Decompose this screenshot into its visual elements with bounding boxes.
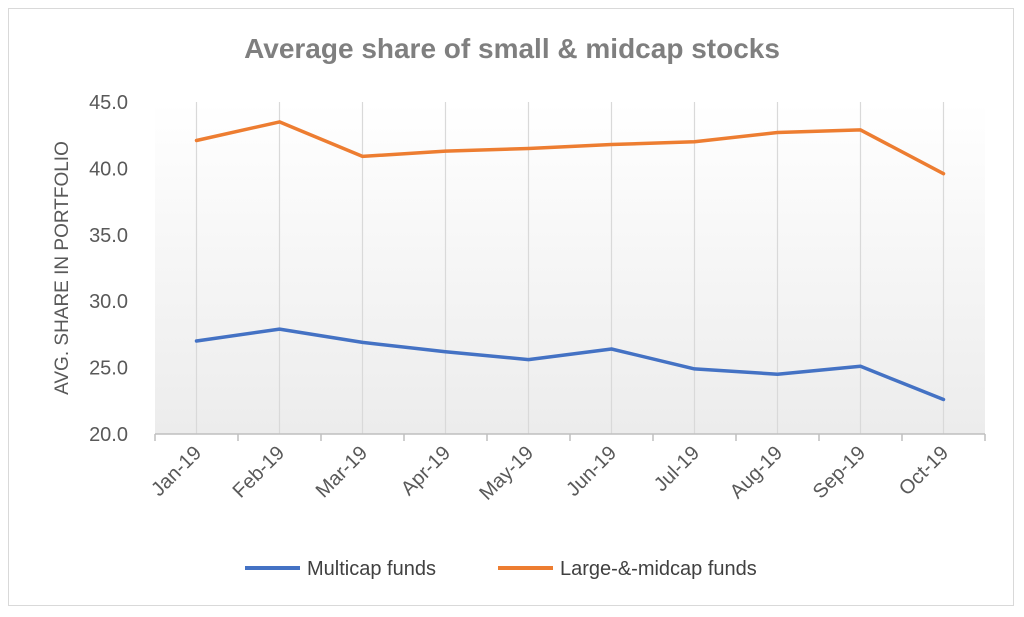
series-line-2	[194, 120, 946, 176]
x-tick-label: Aug-19	[726, 442, 787, 503]
legend-label: Multicap funds	[307, 558, 436, 580]
x-tick-label: May-19	[475, 442, 538, 505]
x-tick-label: Jul-19	[650, 442, 704, 496]
y-tick-label: 25.0	[89, 358, 128, 380]
series-line-1	[194, 327, 946, 402]
y-tick-label: 45.0	[89, 92, 128, 114]
x-tick-label: Feb-19	[229, 442, 289, 502]
x-tick-label: Oct-19	[895, 442, 953, 500]
legend-label: Large-&-midcap funds	[560, 558, 757, 580]
gridlines	[195, 102, 945, 434]
y-tick-label: 20.0	[89, 424, 128, 446]
legend: Multicap funds Large-&-midcap funds	[245, 558, 757, 580]
x-tick-label: Jan-19	[147, 442, 206, 501]
x-tick-label: Mar-19	[312, 442, 372, 502]
plot-area	[155, 102, 985, 434]
chart-title: Average share of small & midcap stocks	[244, 33, 780, 64]
x-tick-label: Sep-19	[809, 442, 870, 503]
axes	[154, 433, 986, 441]
y-tick-label: 30.0	[89, 291, 128, 313]
y-axis-title: AVG. SHARE IN PORTFOLIO	[52, 141, 73, 395]
y-tick-label: 40.0	[89, 158, 128, 180]
x-tick-labels: Jan-19 Feb-19 Mar-19 Apr-19 May-19 Jun-19 Jul-…	[147, 442, 953, 505]
y-tick-label: 35.0	[89, 225, 128, 247]
x-tick-label: Jun-19	[562, 442, 621, 501]
y-tick-labels: 20.0 25.0 30.0 35.0 40.0 45.0	[89, 92, 128, 446]
series-lines	[194, 120, 946, 402]
x-tick-label: Apr-19	[397, 442, 455, 500]
